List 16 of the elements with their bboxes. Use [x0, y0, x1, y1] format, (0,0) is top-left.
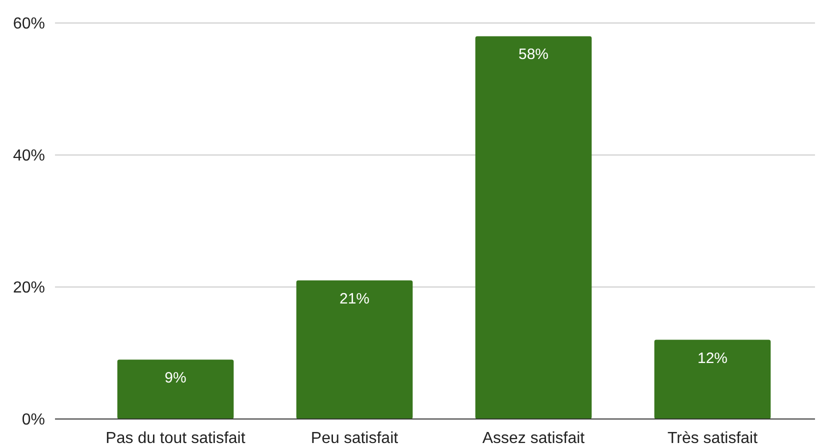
data-label: 12%	[697, 350, 728, 367]
y-tick-label: 20%	[12, 280, 45, 297]
y-tick-label: 60%	[12, 16, 45, 33]
data-label: 9%	[164, 370, 186, 387]
x-tick-label: Très satisfait	[667, 430, 758, 446]
x-tick-label: Pas du tout satisfait	[106, 430, 246, 446]
bar	[117, 360, 234, 419]
data-label: 21%	[339, 290, 370, 308]
data-label: 58%	[518, 46, 549, 64]
x-tick-label: Peu satisfait	[310, 430, 399, 446]
x-tick-label: Assez satisfait	[482, 430, 586, 446]
bar	[475, 36, 592, 419]
y-tick-label: 0%	[22, 412, 45, 429]
bar	[654, 340, 771, 419]
bar	[296, 280, 413, 419]
y-tick-label: 40%	[12, 148, 45, 165]
